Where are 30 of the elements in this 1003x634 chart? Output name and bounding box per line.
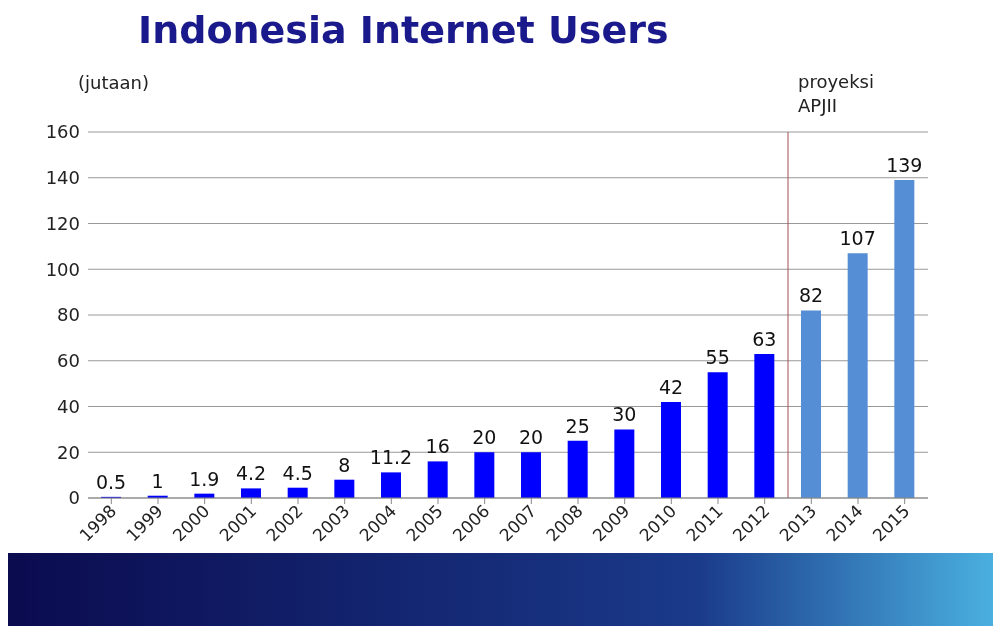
chart-title: Indonesia Internet Users (138, 8, 669, 52)
y-tick-label: 20 (57, 441, 80, 463)
data-label: 4.5 (282, 461, 313, 484)
y-axis-title: (jutaan) (78, 72, 149, 93)
data-label: 63 (752, 327, 777, 350)
data-label: 139 (886, 154, 923, 177)
y-tick-label: 140 (45, 167, 80, 189)
data-label: 8 (338, 453, 351, 476)
data-label: 20 (518, 426, 544, 449)
data-label: 25 (565, 414, 590, 437)
data-label: 16 (425, 435, 450, 458)
data-label: 20 (472, 426, 497, 449)
data-label: 82 (798, 284, 824, 307)
y-tick-label: 40 (57, 395, 80, 417)
y-tick-label: 120 (45, 212, 80, 234)
y-tick-label: 60 (57, 350, 80, 372)
ref-line-label: proyeksi APJII (798, 71, 874, 116)
data-label: 0.5 (95, 470, 127, 493)
y-tick-label: 80 (57, 304, 80, 326)
y-tick-label: 0 (68, 487, 80, 509)
data-label: 42 (658, 375, 684, 398)
data-label: 55 (705, 346, 730, 369)
data-label: 107 (839, 227, 876, 250)
y-tick-label: 100 (45, 258, 80, 280)
data-label: 1 (151, 469, 164, 492)
y-tick-label: 160 (45, 121, 80, 143)
data-label: 1.9 (189, 467, 220, 490)
data-label: 11.2 (369, 446, 413, 469)
data-label: 4.2 (235, 462, 267, 485)
data-label: 30 (612, 403, 637, 426)
